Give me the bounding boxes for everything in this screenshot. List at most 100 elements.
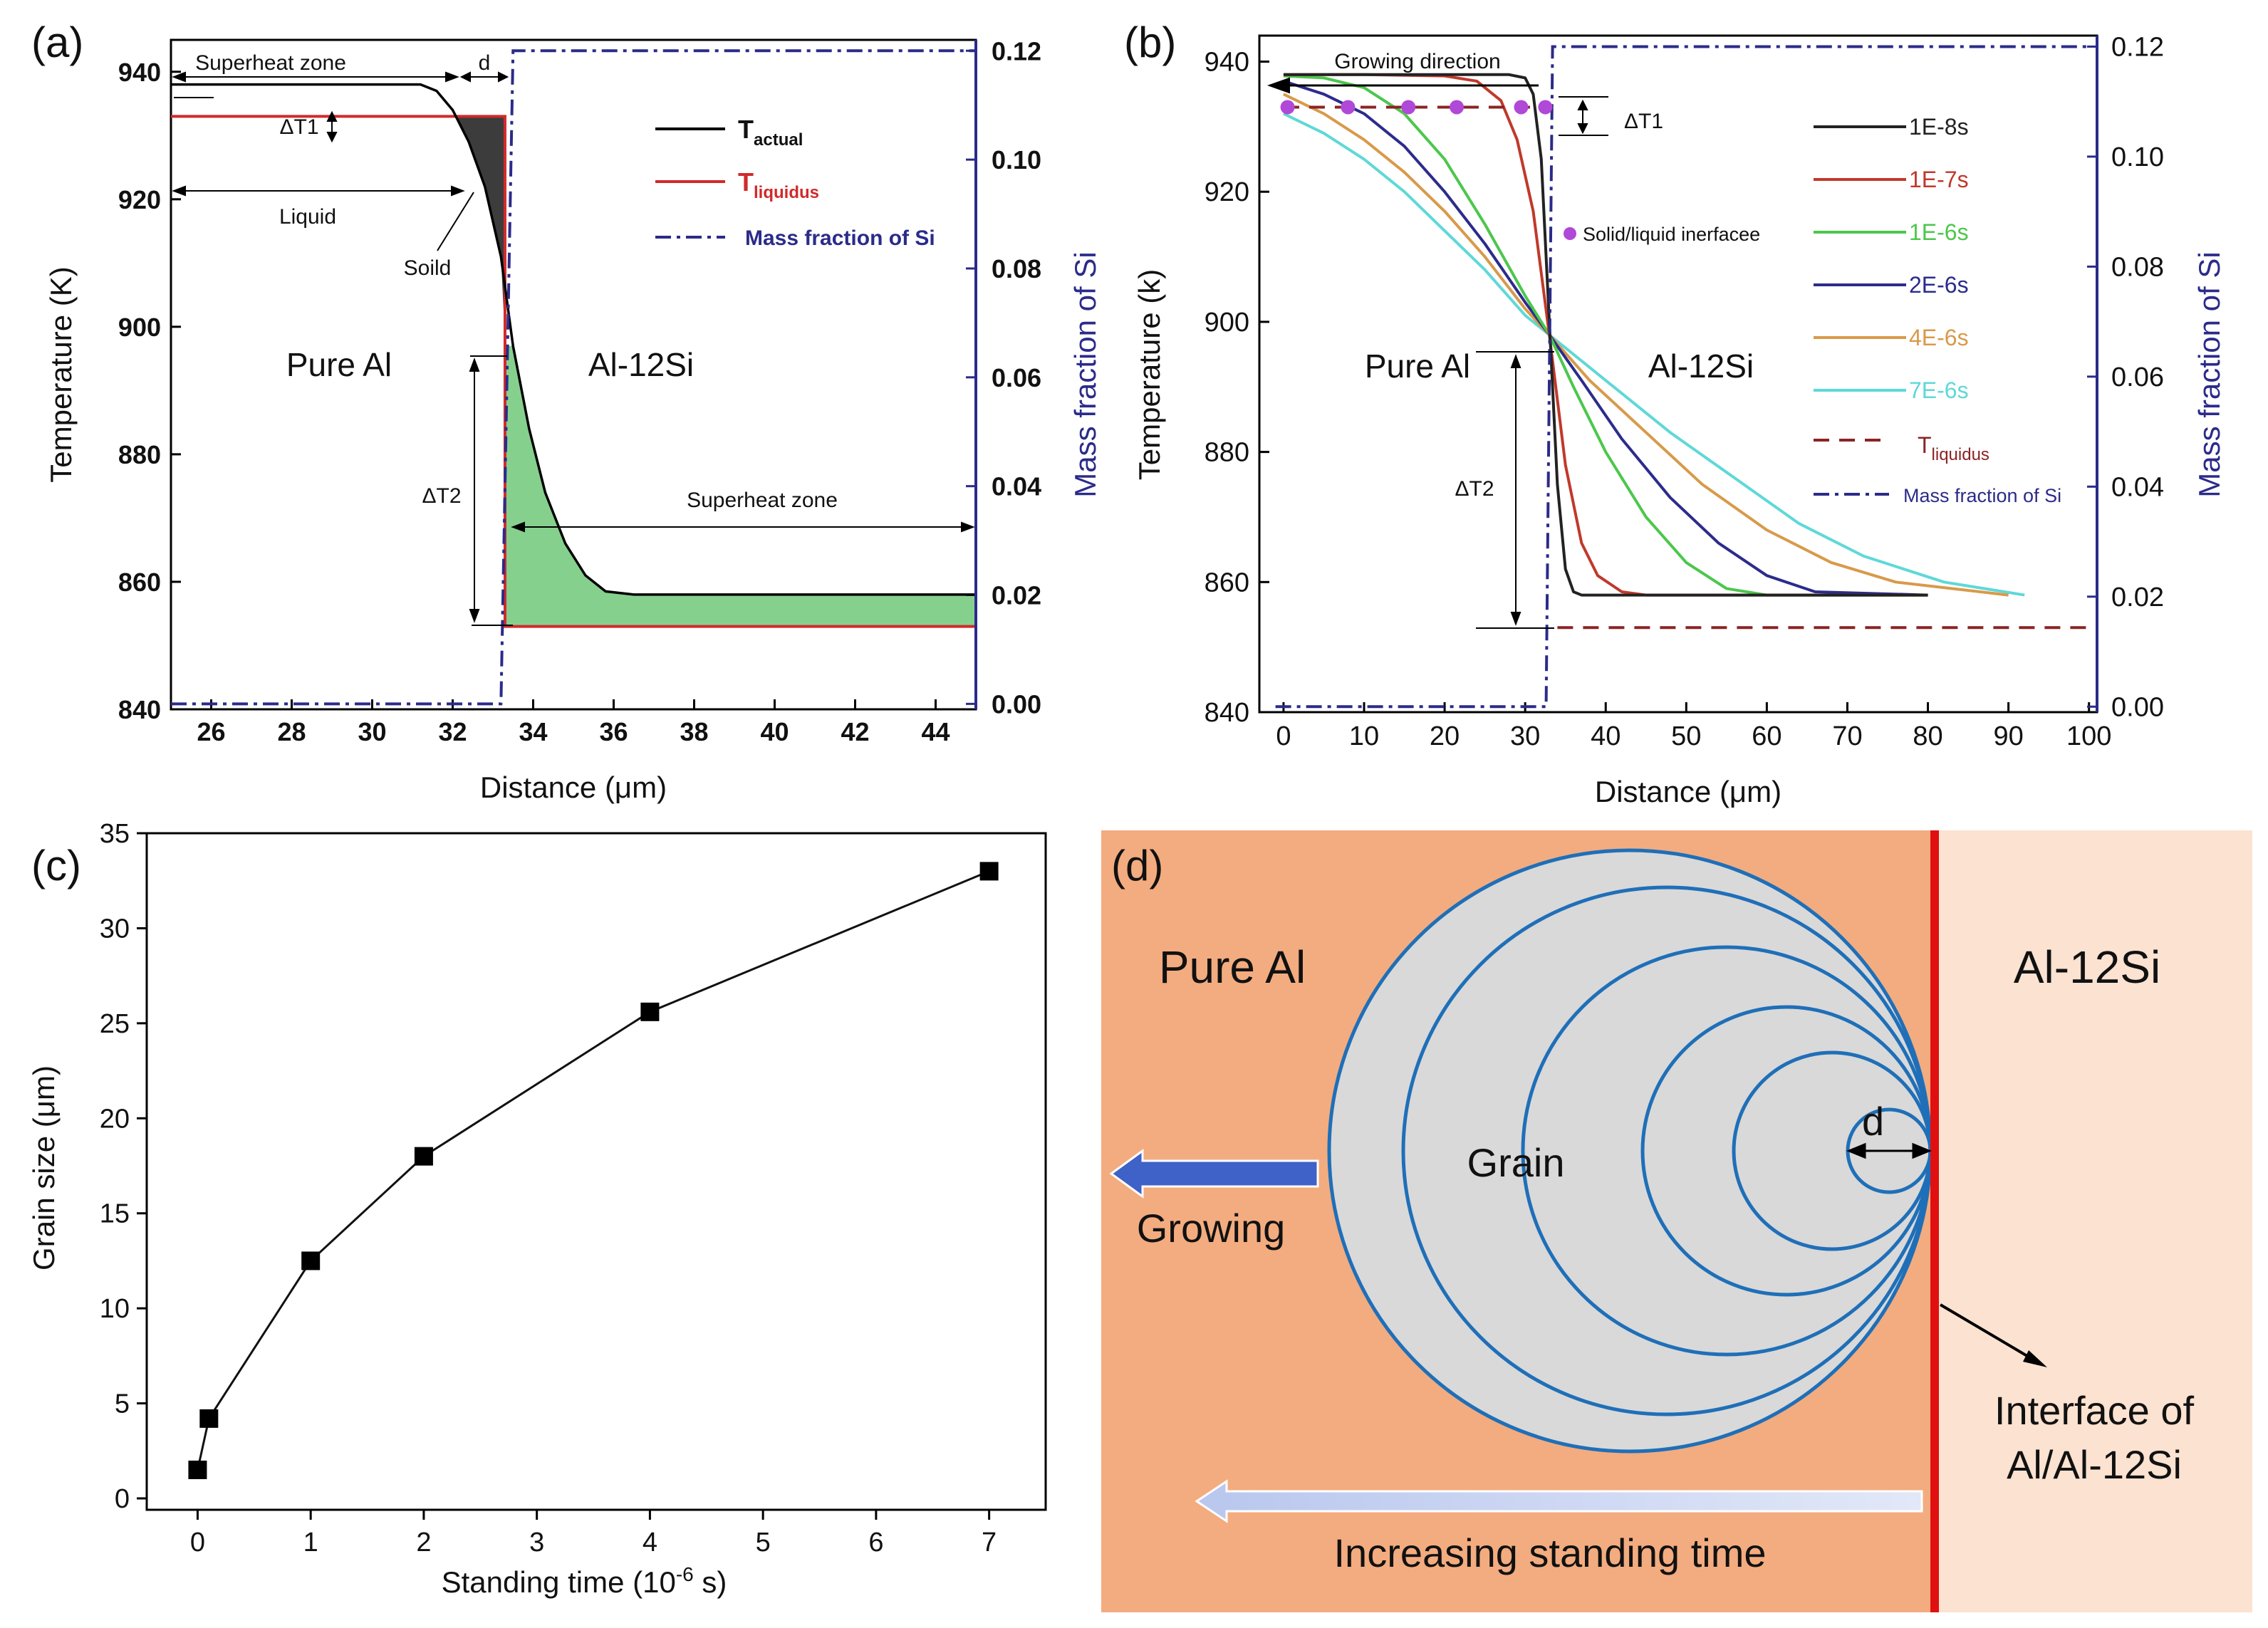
diagram-pure-al: Pure Al	[1159, 941, 1306, 993]
a-ytick-label: 940	[118, 58, 161, 87]
annotation-al12si: Al-12Si	[588, 346, 694, 383]
panel-b-legend: 1E-8s 1E-7s 1E-6s 2E-6s 4E-6s 7E-6s	[1814, 114, 1969, 403]
annotation-interface: Solid/liquid inerfacee	[1583, 224, 1760, 245]
grain-size-point	[640, 1002, 660, 1021]
a-xtick-label: 34	[519, 717, 547, 746]
a-ytick-right-label: 0.08	[992, 254, 1041, 283]
c-ytick-label: 0	[115, 1484, 130, 1514]
b-ytick-right-label: 0.12	[2111, 32, 2164, 62]
legend-b-label: 7E-6s	[1909, 377, 1969, 403]
series-t-actual	[171, 83, 976, 596]
b-xtick-label: 100	[2066, 721, 2111, 751]
annotation-b-pure-al: Pure Al	[1365, 348, 1470, 385]
b-ytick-right-label: 0.10	[2111, 142, 2164, 172]
c-ytick-label: 30	[100, 914, 130, 944]
grain-size-line	[196, 870, 990, 1471]
interface-point	[1401, 100, 1416, 115]
panel-a-fills	[457, 116, 976, 627]
diagram-grain: Grain	[1467, 1140, 1565, 1185]
diagram-increasing: Increasing standing time	[1333, 1530, 1766, 1575]
a-xtick-label: 36	[599, 717, 628, 746]
b-xtick-label: 20	[1430, 721, 1460, 751]
panel-d-label: (d)	[1111, 842, 1163, 889]
b-ytick-label: 840	[1205, 698, 1249, 728]
b-xtick-label: 90	[1993, 721, 2023, 751]
b-xtick-label: 0	[1276, 721, 1291, 751]
d-label: d	[1862, 1099, 1884, 1144]
panel-a-series	[171, 40, 977, 709]
b-ytick-label: 880	[1205, 438, 1249, 468]
panel-a-ylabel-right: Mass fraction of Si	[1068, 251, 1102, 497]
b-xtick-label: 50	[1671, 721, 1701, 751]
a-xtick-label: 40	[760, 717, 789, 746]
series-b-mass-fraction-si	[1275, 45, 2089, 709]
a-ytick-right-label: 0.12	[992, 36, 1041, 66]
panel-c-xlabel: Standing time (10-6 s)	[442, 1563, 727, 1599]
growing-arrow	[1109, 1149, 1319, 1199]
a-ytick-right-label: 0.04	[992, 472, 1041, 501]
solid-zone-fill	[457, 116, 505, 340]
a-ytick-label: 900	[118, 313, 161, 342]
al12si-region	[1935, 830, 2252, 1612]
panel-a-label: (a)	[31, 19, 83, 66]
c-ytick-label: 25	[100, 1009, 130, 1039]
annotation-superheat-bottom: Superheat zone	[687, 489, 838, 512]
panel-b-annotations	[1267, 77, 1608, 629]
panel-b-ylabel: Temperature (k)	[1133, 269, 1166, 480]
increasing-time-arrow	[1195, 1479, 1923, 1523]
a-ytick-label: 860	[118, 568, 161, 597]
interface-point	[1514, 100, 1529, 115]
c-xtick-label: 6	[868, 1528, 883, 1557]
legend-si: Mass fraction of Si	[745, 226, 935, 250]
annotation-dt1: ΔT1	[279, 115, 318, 139]
panel-b-interface-points	[1280, 100, 1553, 115]
grain-size-point	[199, 1409, 219, 1428]
grain-region	[1329, 850, 1930, 1451]
c-xtick-label: 5	[756, 1528, 771, 1557]
legend-b-label: 4E-6s	[1909, 325, 1969, 350]
legend-b-label: 1E-8s	[1909, 114, 1969, 140]
a-ytick-label: 920	[118, 185, 161, 214]
annotation-growing-direction: Growing direction	[1334, 50, 1500, 73]
a-xtick-label: 28	[277, 717, 306, 746]
series-4e-6s	[1283, 93, 2009, 597]
b-ytick-right-label: 0.04	[2111, 472, 2164, 502]
b-ytick-right-label: 0.08	[2111, 252, 2164, 282]
c-xtick-label: 7	[982, 1528, 997, 1557]
c-ytick-label: 5	[115, 1389, 130, 1419]
c-xtick-label: 0	[190, 1528, 205, 1557]
legend-b-si: Mass fraction of Si	[1903, 485, 2061, 506]
panel-c: (c) 0 1 2 3 4 5 6 7 0 5 10 15 20 25 30 35 Standing time…	[27, 819, 1047, 1599]
interface-point	[1341, 100, 1356, 115]
c-ytick-label: 35	[100, 819, 130, 849]
c-xtick-label: 4	[643, 1528, 657, 1557]
b-xtick-label: 40	[1591, 721, 1621, 751]
c-xtick-label: 2	[416, 1528, 431, 1557]
series-t-liquidus	[171, 115, 976, 628]
a-ytick-right-label: 0.06	[992, 363, 1041, 392]
panel-a: (a) 26 28 30 32 34 36 38 40 42 44 840 860 880 900 920 9…	[31, 19, 1102, 804]
panel-a-xlabel: Distance (μm)	[480, 771, 667, 804]
b-xtick-label: 70	[1832, 721, 1862, 751]
b-xtick-label: 30	[1510, 721, 1540, 751]
a-xtick-label: 42	[841, 717, 869, 746]
interface-point	[1538, 100, 1553, 115]
c-ytick-label: 10	[100, 1294, 130, 1324]
interface-legend-dot	[1564, 227, 1576, 240]
panel-b-label: (b)	[1124, 19, 1176, 66]
a-xtick-label: 26	[197, 717, 225, 746]
b-ytick-label: 940	[1205, 48, 1249, 78]
panel-a-ylabel: Temperature (K)	[44, 266, 78, 482]
panel-b-ticks: 0 10 20 30 40 50 60 70 80 90 100 840 860 880 900 920 940…	[1205, 32, 2164, 751]
b-xtick-label: 80	[1913, 721, 1942, 751]
b-ytick-right-label: 0.00	[2111, 692, 2164, 722]
diagram-interface-2: Al/Al-12Si	[2007, 1442, 2182, 1487]
b-ytick-label: 900	[1205, 308, 1249, 338]
a-xtick-label: 38	[680, 717, 708, 746]
annotation-liquid: Liquid	[279, 205, 336, 229]
annotation-superheat-top: Superheat zone	[195, 51, 346, 75]
legend-b-label: 1E-6s	[1909, 219, 1969, 245]
diagram-al12si: Al-12Si	[2014, 941, 2160, 993]
a-xtick-label: 32	[438, 717, 467, 746]
